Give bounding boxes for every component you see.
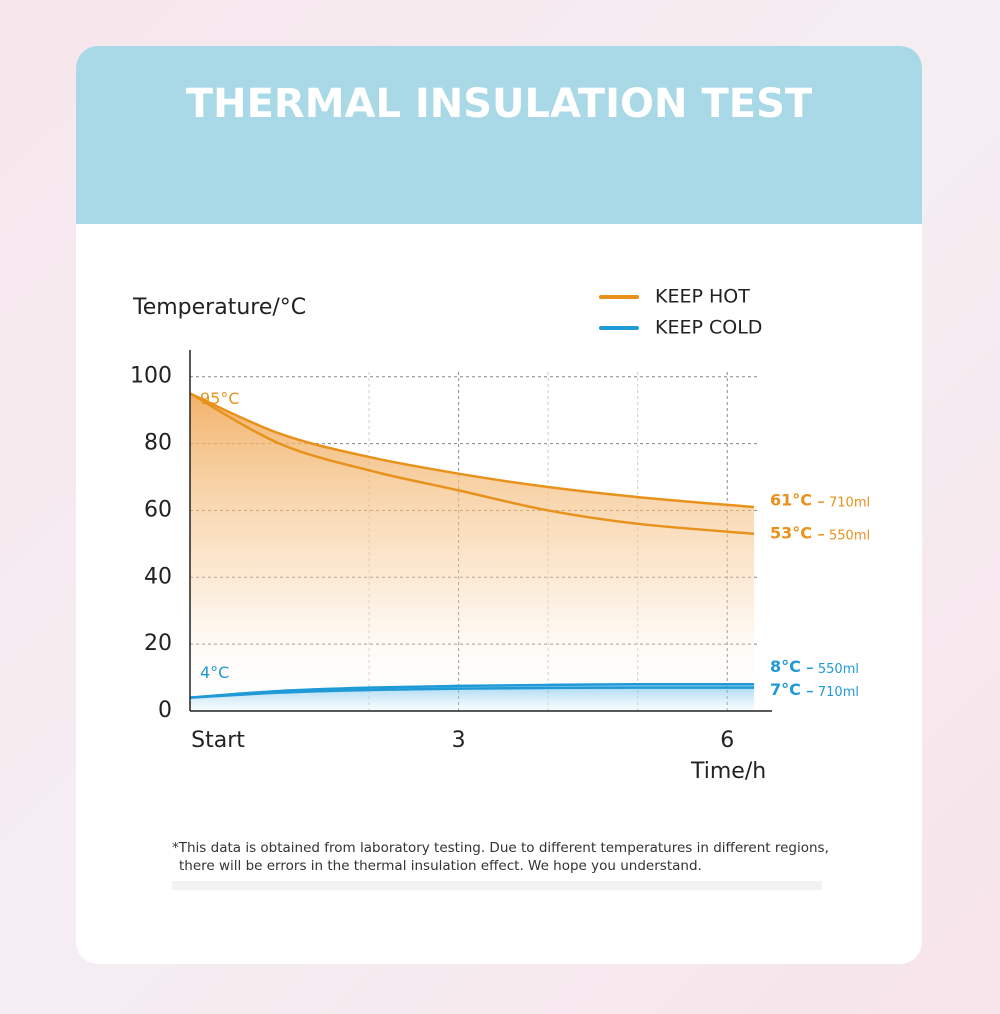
legend-label: KEEP COLD	[655, 317, 762, 339]
header-band	[76, 46, 922, 224]
series-name: 710ml	[829, 496, 870, 511]
end-value-label: 53°C	[770, 523, 812, 542]
y-tick-label: 20	[144, 631, 172, 656]
plot: 0 20 40 60 80 100 Start 3 6 95°C 61°C 710ml 53°C 550m…	[130, 286, 870, 754]
line	[189, 686, 755, 699]
y-tick-label: 60	[144, 497, 172, 522]
y-tick-label: 0	[158, 698, 172, 723]
series-name: 710ml	[818, 685, 859, 700]
lines	[189, 392, 755, 699]
start-value-label: 4°C	[200, 663, 229, 682]
y-tick-label: 40	[144, 564, 172, 589]
y-axis-label: Temperature/°C	[132, 295, 306, 320]
end-value-label: 7°C	[770, 680, 801, 699]
y-tick-label: 100	[130, 364, 172, 389]
blurred-text	[172, 881, 822, 890]
end-value-label: 61°C	[770, 491, 812, 510]
x-axis-label: Time/h	[690, 759, 766, 784]
chart-title: THERMAL INSULATION TEST	[186, 81, 813, 127]
x-tick-label: Start	[191, 728, 245, 753]
footnote: there will be errors in the thermal insu…	[179, 858, 702, 874]
line	[189, 392, 755, 509]
y-tick-label: 80	[144, 431, 172, 456]
legend-label: KEEP HOT	[655, 286, 750, 308]
x-tick-label: 6	[720, 728, 734, 753]
start-value-label: 95°C	[200, 389, 240, 408]
end-value-label: 8°C	[770, 657, 801, 676]
area-fill	[190, 393, 755, 711]
x-tick-label: 3	[452, 728, 466, 753]
series-name: 550ml	[818, 662, 859, 677]
line	[189, 392, 755, 536]
series-name: 550ml	[829, 528, 870, 543]
line	[189, 682, 755, 699]
footnote: *This data is obtained from laboratory t…	[172, 840, 829, 856]
